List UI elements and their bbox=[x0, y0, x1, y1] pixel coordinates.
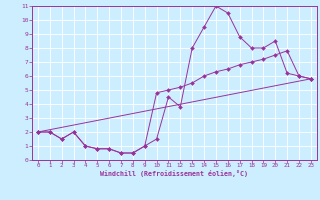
X-axis label: Windchill (Refroidissement éolien,°C): Windchill (Refroidissement éolien,°C) bbox=[100, 170, 248, 177]
